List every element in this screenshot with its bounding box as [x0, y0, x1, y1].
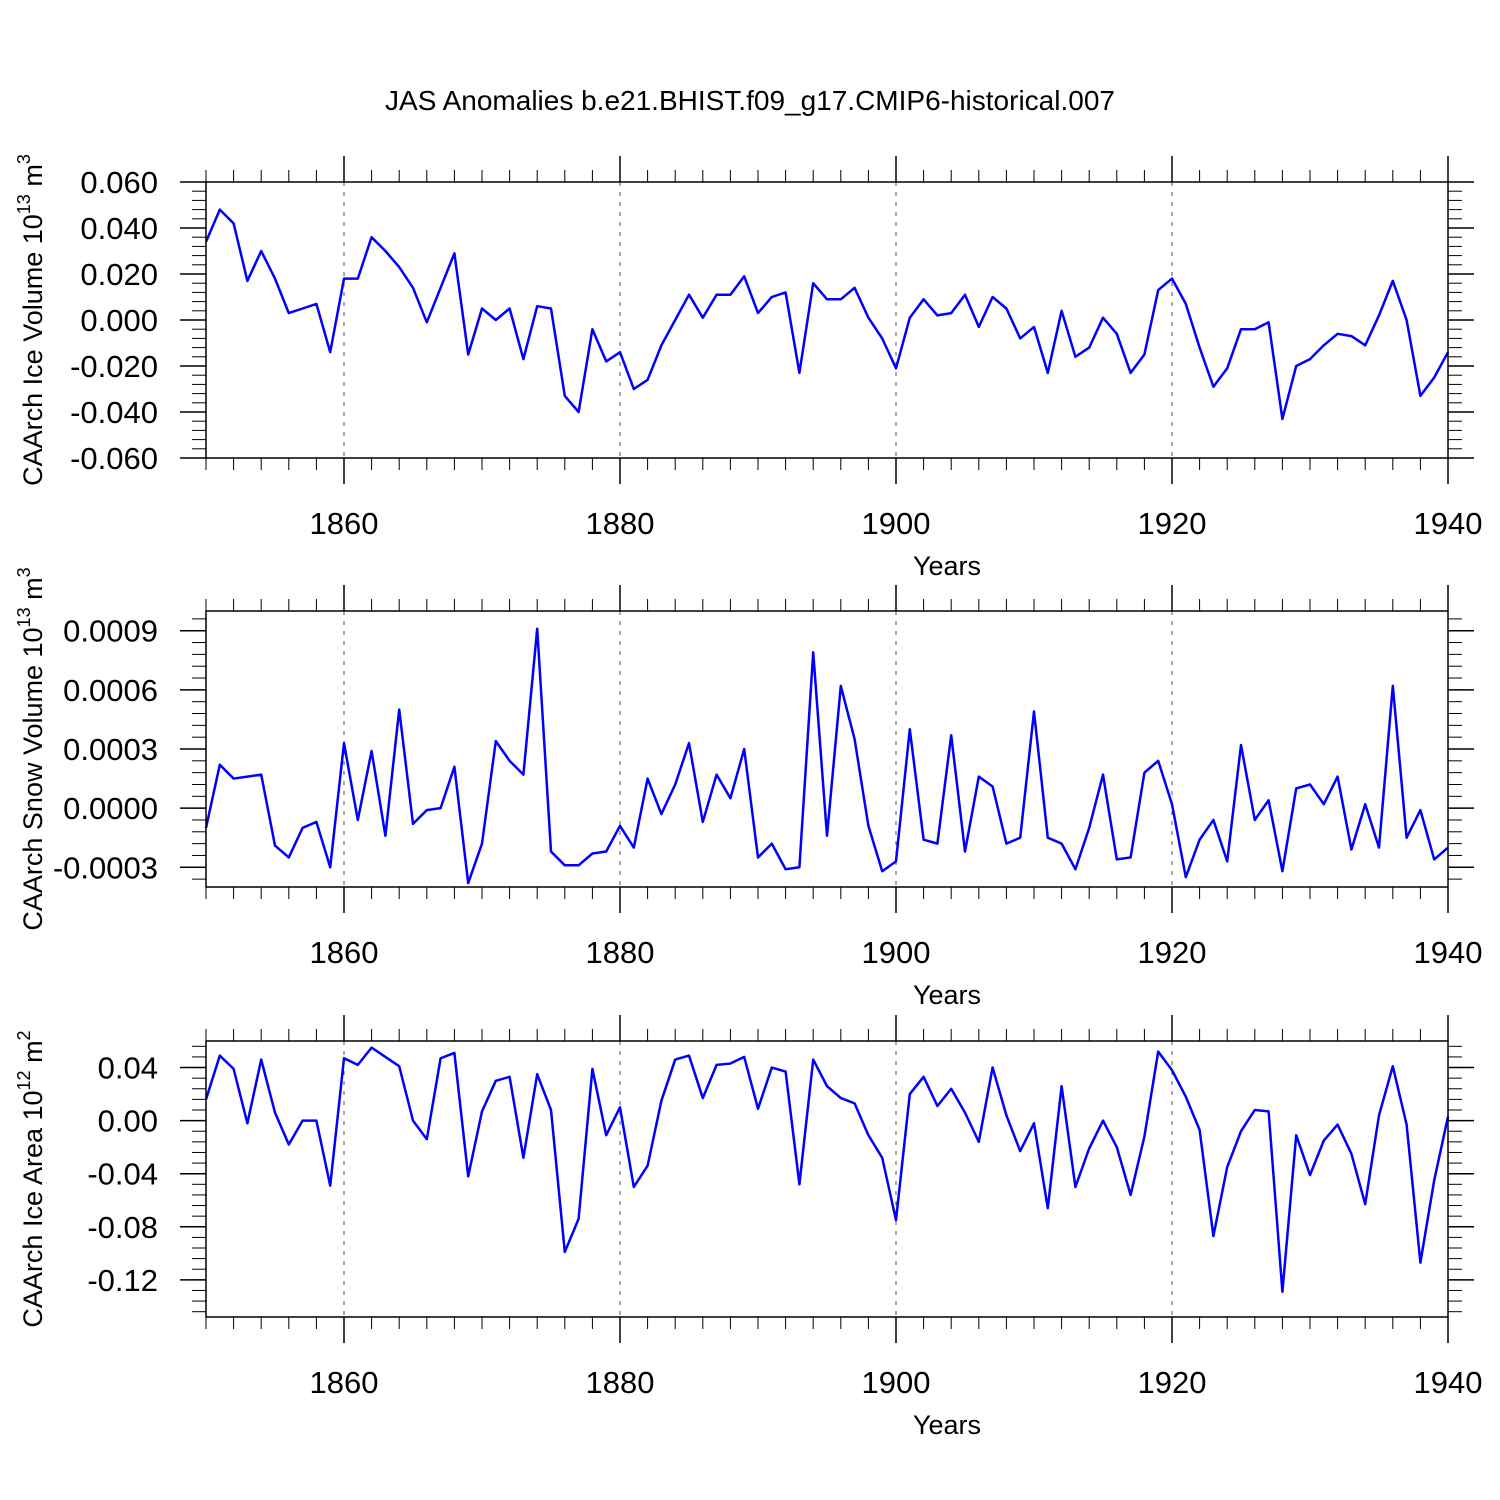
y-tick-label: 0.0003: [63, 732, 158, 767]
y-tick-label: 0.020: [80, 257, 158, 292]
y-tick-label: 0.060: [80, 165, 158, 200]
x-tick-label: 1860: [310, 1365, 379, 1400]
x-tick-label: 1860: [310, 506, 379, 541]
y-tick-label: -0.040: [70, 395, 158, 430]
y-tick-label: -0.04: [87, 1157, 158, 1192]
y-tick-label: -0.0003: [53, 850, 158, 885]
figure-title: JAS Anomalies b.e21.BHIST.f09_g17.CMIP6-…: [385, 85, 1115, 116]
x-tick-label: 1900: [862, 1365, 931, 1400]
y-axis-label: CAArch Ice Volume 1013 m3: [14, 154, 48, 486]
series-line: [204, 1046, 1450, 1294]
panel-1: -0.060 -0.040 -0.020 0.000 0.020 0.040 0.060 18…: [14, 154, 1482, 581]
y-tick-label: -0.08: [87, 1210, 158, 1245]
y-axis-label: CAArch Ice Area 1012 m2: [14, 1030, 48, 1327]
x-tick-label: 1940: [1414, 935, 1483, 970]
x-axis-label: Years: [913, 980, 981, 1010]
y-tick-label: -0.12: [87, 1263, 158, 1298]
y-tick-label: 0.0009: [63, 614, 158, 649]
y-tick-label: 0.0000: [63, 791, 158, 826]
x-tick-label: 1900: [862, 935, 931, 970]
x-axis-label: Years: [913, 1410, 981, 1440]
x-tick-label: 1860: [310, 935, 379, 970]
x-tick-label: 1920: [1138, 506, 1207, 541]
plot-frame: [205, 610, 1449, 888]
series-line: [204, 208, 1450, 421]
y-tick-label: 0.00: [98, 1104, 158, 1139]
panel-2: -0.0003 0.0000 0.0003 0.0006 0.0009 1860 1880 1…: [14, 567, 1482, 1010]
y-tick-label: 0.040: [80, 211, 158, 246]
y-axis-label: CAArch Snow Volume 1013 m3: [14, 567, 48, 930]
x-tick-label: 1900: [862, 506, 931, 541]
y-tick-label: 0.04: [98, 1051, 158, 1086]
plot-frame: [205, 181, 1449, 459]
x-tick-label: 1920: [1138, 935, 1207, 970]
x-tick-label: 1940: [1414, 506, 1483, 541]
x-tick-label: 1880: [586, 506, 655, 541]
x-tick-label: 1940: [1414, 1365, 1483, 1400]
y-tick-label: 0.0006: [63, 673, 158, 708]
panels-group: -0.060 -0.040 -0.020 0.000 0.020 0.040 0.060 18…: [14, 154, 1482, 1440]
series-line: [204, 627, 1449, 885]
y-tick-label: -0.020: [70, 349, 158, 384]
y-tick-label: -0.060: [70, 441, 158, 476]
x-tick-label: 1920: [1138, 1365, 1207, 1400]
x-axis-label: Years: [913, 551, 981, 581]
x-tick-label: 1880: [586, 1365, 655, 1400]
x-tick-label: 1880: [586, 935, 655, 970]
panel-3: -0.12 -0.08 -0.04 0.00 0.04 1860 1880 1900 1920 1…: [14, 1015, 1482, 1440]
plot-frame: [205, 1040, 1449, 1318]
y-tick-label: 0.000: [80, 303, 158, 338]
